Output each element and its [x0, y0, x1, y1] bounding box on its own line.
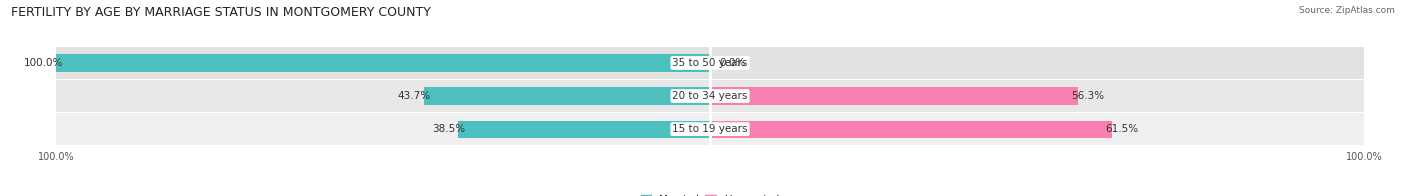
- Bar: [425, 87, 710, 105]
- Text: 35 to 50 years: 35 to 50 years: [672, 58, 748, 68]
- Legend: Married, Unmarried: Married, Unmarried: [637, 191, 783, 196]
- Bar: [710, 121, 1112, 138]
- Bar: [710, 113, 1364, 145]
- Bar: [710, 47, 1364, 79]
- Bar: [710, 87, 1078, 105]
- Text: 43.7%: 43.7%: [398, 91, 430, 101]
- Bar: [56, 54, 710, 72]
- Text: 15 to 19 years: 15 to 19 years: [672, 124, 748, 134]
- Bar: [458, 121, 710, 138]
- Bar: [56, 47, 710, 79]
- Text: 56.3%: 56.3%: [1071, 91, 1105, 101]
- Bar: [56, 80, 710, 112]
- Bar: [710, 80, 1364, 112]
- Bar: [56, 113, 710, 145]
- Text: 0.0%: 0.0%: [720, 58, 747, 68]
- Text: 61.5%: 61.5%: [1105, 124, 1139, 134]
- Text: Source: ZipAtlas.com: Source: ZipAtlas.com: [1299, 6, 1395, 15]
- Text: 100.0%: 100.0%: [24, 58, 63, 68]
- Text: 38.5%: 38.5%: [432, 124, 465, 134]
- Text: 20 to 34 years: 20 to 34 years: [672, 91, 748, 101]
- Text: FERTILITY BY AGE BY MARRIAGE STATUS IN MONTGOMERY COUNTY: FERTILITY BY AGE BY MARRIAGE STATUS IN M…: [11, 6, 432, 19]
